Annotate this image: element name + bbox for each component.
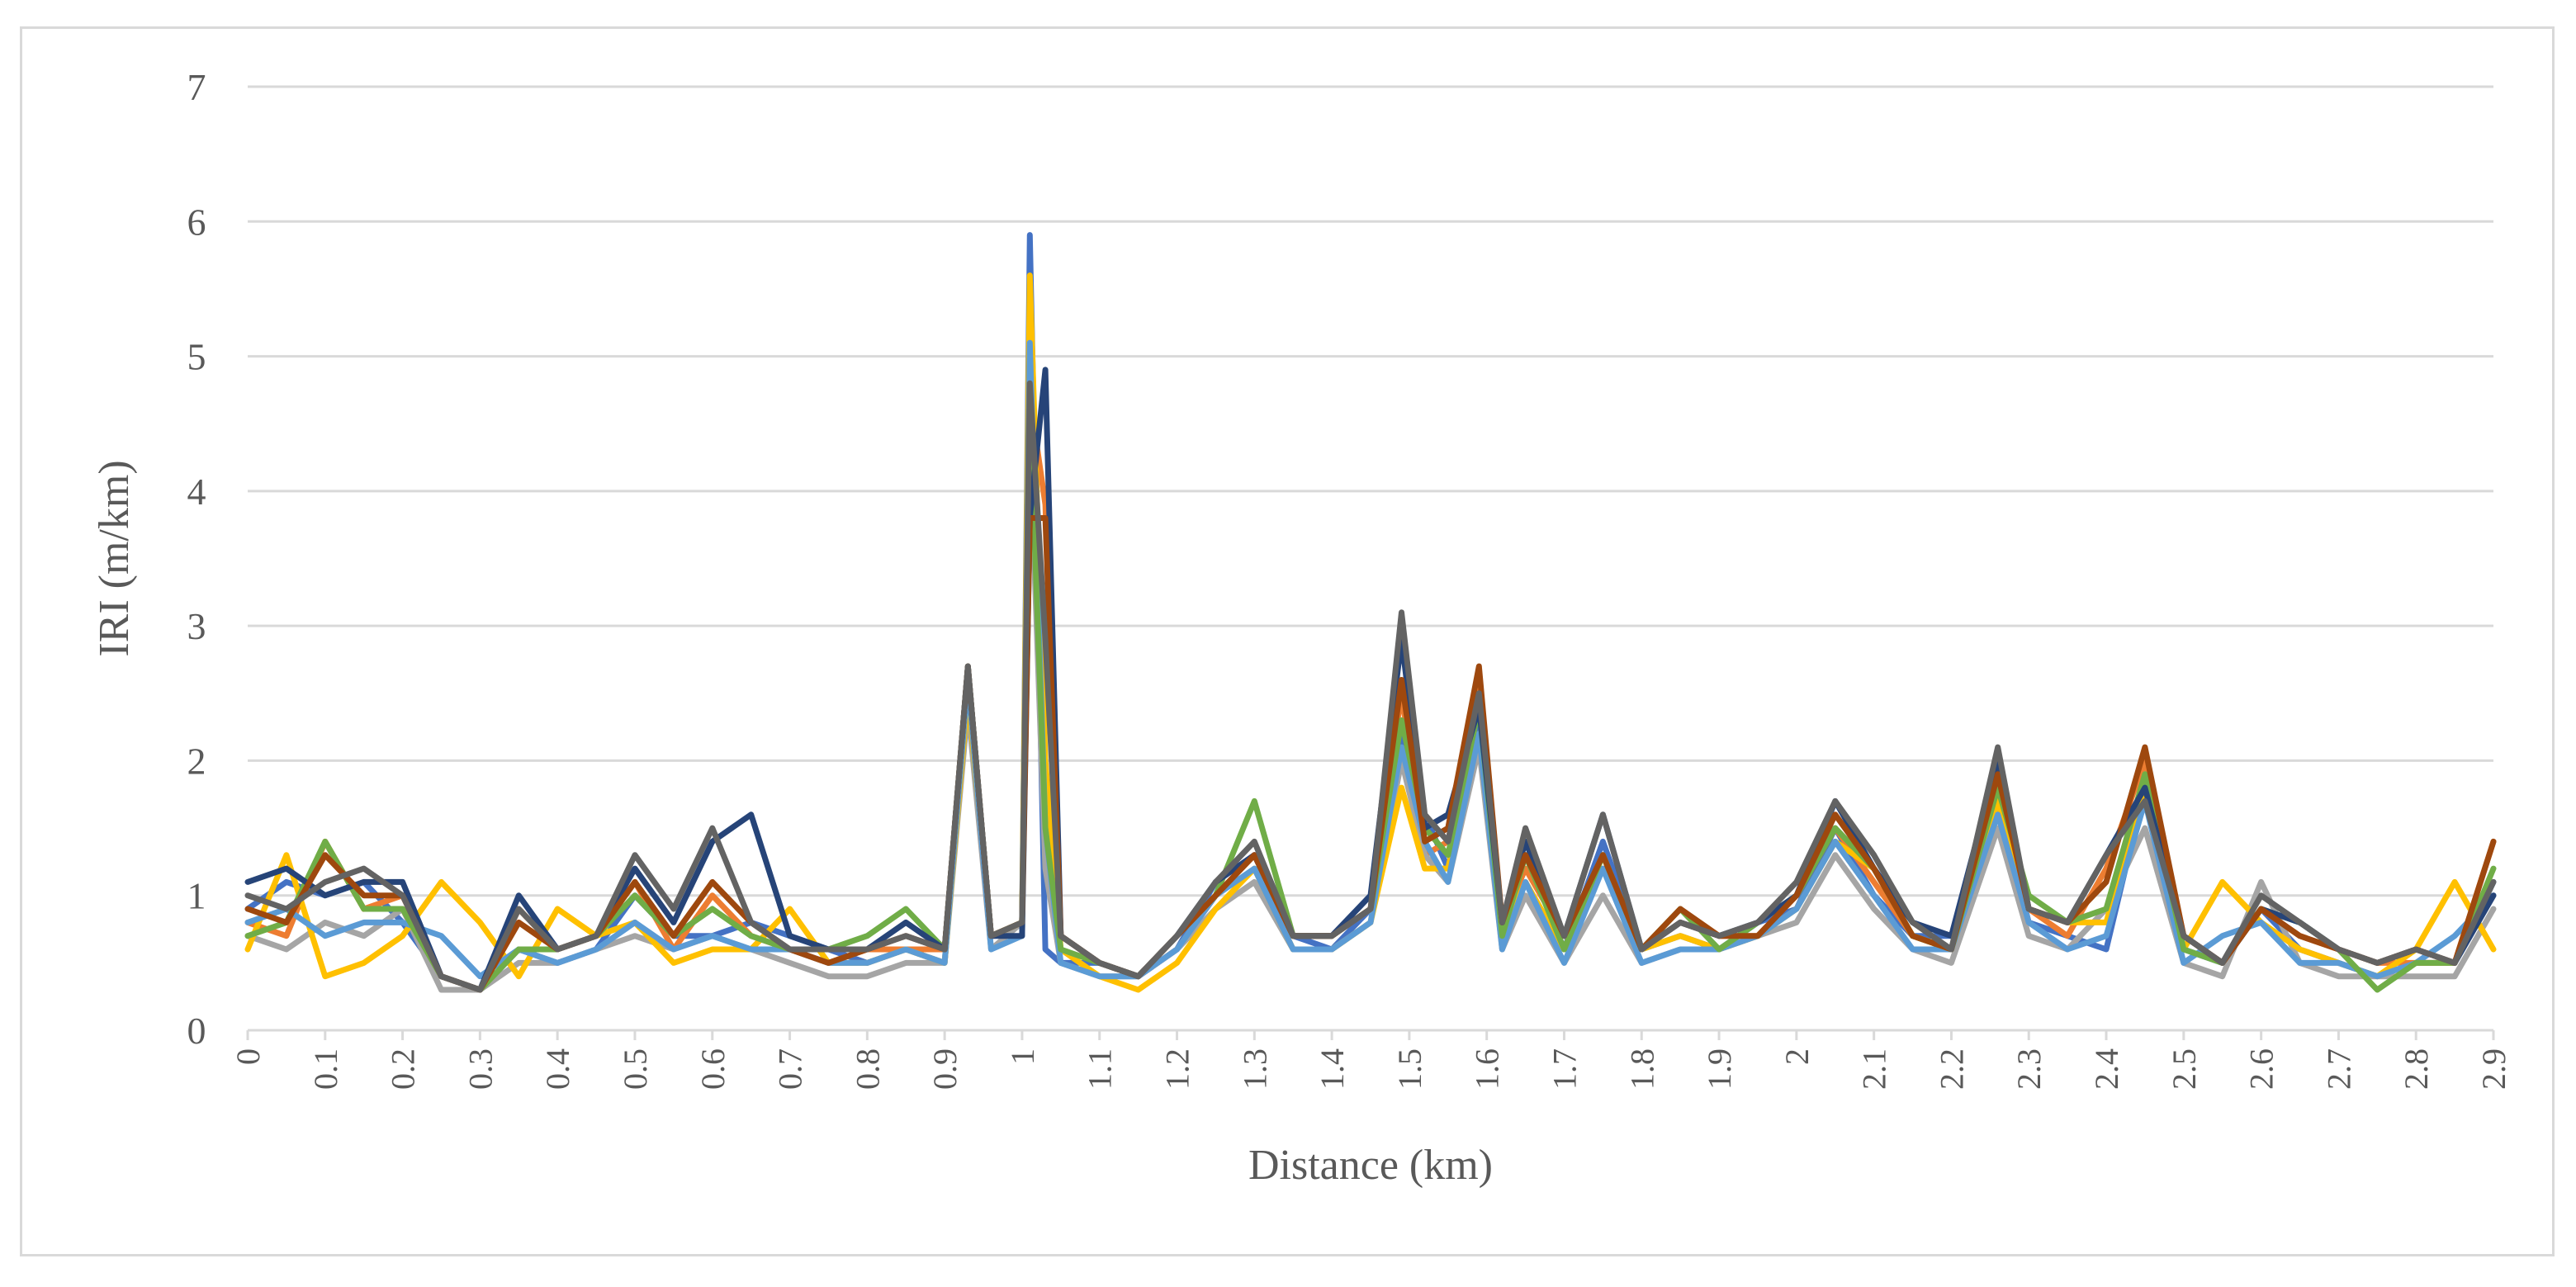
x-tick-label: 2.2 bbox=[1933, 1048, 1970, 1090]
gridlines bbox=[248, 85, 2493, 897]
x-tick-label: 1.2 bbox=[1159, 1048, 1196, 1090]
x-tick-label: 0.4 bbox=[539, 1048, 576, 1090]
x-tick-label: 2.9 bbox=[2475, 1048, 2512, 1090]
x-tick-label: 0 bbox=[230, 1048, 267, 1065]
series-layer bbox=[244, 232, 2497, 993]
x-tick-label: 2.8 bbox=[2398, 1048, 2435, 1090]
x-tick-label: 2.1 bbox=[1856, 1048, 1893, 1090]
x-tick-label: 0.8 bbox=[849, 1048, 886, 1090]
y-tick-label: 4 bbox=[187, 471, 206, 513]
y-tick-label: 5 bbox=[187, 336, 206, 378]
x-tick-label: 0.6 bbox=[694, 1048, 732, 1090]
x-axis-ticks: 0 0.1 0.2 0.3 0.4 0.5 0.6 0.7 0.8 0.9 1 1.1 1.2 1.3 1.… bbox=[230, 1030, 2512, 1090]
x-tick-label: 1.9 bbox=[1701, 1048, 1738, 1090]
y-axis-ticks: 0 1 2 3 4 5 6 7 bbox=[187, 66, 206, 1052]
y-tick-label: 0 bbox=[187, 1010, 206, 1052]
x-tick-label: 0.5 bbox=[617, 1048, 654, 1090]
series-line-9 bbox=[244, 380, 2497, 993]
x-tick-label: 1.4 bbox=[1314, 1048, 1351, 1090]
x-tick-label: 2.3 bbox=[2010, 1048, 2048, 1090]
x-tick-label: 2.7 bbox=[2320, 1048, 2357, 1090]
x-tick-label: 0.1 bbox=[307, 1048, 344, 1090]
x-tick-label: 0.3 bbox=[462, 1048, 499, 1090]
x-tick-label: 1.5 bbox=[1391, 1048, 1428, 1090]
x-tick-label: 0.2 bbox=[385, 1048, 422, 1090]
y-tick-label: 1 bbox=[187, 875, 206, 917]
x-tick-label: 1.7 bbox=[1546, 1048, 1583, 1090]
x-tick-label: 0.7 bbox=[772, 1048, 809, 1090]
x-tick-label: 2.5 bbox=[2166, 1048, 2203, 1090]
series-line-5 bbox=[244, 339, 2497, 980]
x-tick-label: 0.9 bbox=[926, 1048, 964, 1090]
y-tick-label: 2 bbox=[187, 740, 206, 782]
y-tick-label: 6 bbox=[187, 201, 206, 243]
chart-frame bbox=[20, 26, 2555, 1256]
y-axis-title: IRI (m/km) bbox=[91, 460, 138, 656]
y-tick-label: 3 bbox=[187, 605, 206, 647]
x-tick-label: 2 bbox=[1778, 1048, 1816, 1065]
x-tick-label: 1.3 bbox=[1236, 1048, 1273, 1090]
x-tick-label: 1.1 bbox=[1082, 1048, 1119, 1090]
x-tick-label: 1 bbox=[1004, 1048, 1041, 1065]
x-tick-label: 1.8 bbox=[1623, 1048, 1660, 1090]
x-tick-label: 1.6 bbox=[1469, 1048, 1506, 1090]
x-axis-title: Distance (km) bbox=[1248, 1142, 1493, 1189]
x-tick-label: 2.6 bbox=[2243, 1048, 2280, 1090]
y-tick-label: 7 bbox=[187, 66, 206, 108]
x-tick-label: 2.4 bbox=[2088, 1048, 2125, 1090]
